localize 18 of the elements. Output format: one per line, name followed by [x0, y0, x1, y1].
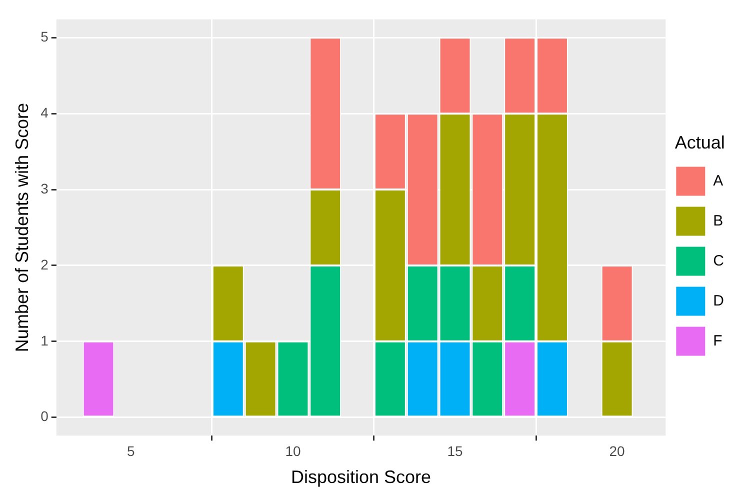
y-axis-title: Number of Students with Score [12, 102, 32, 352]
legend-label: F [713, 332, 722, 350]
x-tick-label: 5 [127, 442, 136, 459]
legend-label: C [713, 252, 724, 270]
y-tick-label: 1 [40, 332, 49, 348]
legend-title: Actual [674, 132, 725, 153]
y-tick-label: 2 [40, 256, 49, 272]
x-tick-label: 15 [447, 442, 464, 459]
x-tick-label: 20 [609, 442, 626, 459]
x-tick-label: 10 [285, 442, 301, 459]
x-axis-title: Disposition Score [290, 467, 432, 488]
y-tick-label: 3 [40, 180, 49, 196]
legend-label: B [713, 212, 724, 230]
legend-label: D [713, 292, 724, 310]
y-tick-label: 4 [40, 104, 49, 120]
legend-label: A [713, 172, 724, 190]
y-tick-label: 0 [40, 408, 49, 424]
y-tick-label: 5 [40, 28, 49, 44]
